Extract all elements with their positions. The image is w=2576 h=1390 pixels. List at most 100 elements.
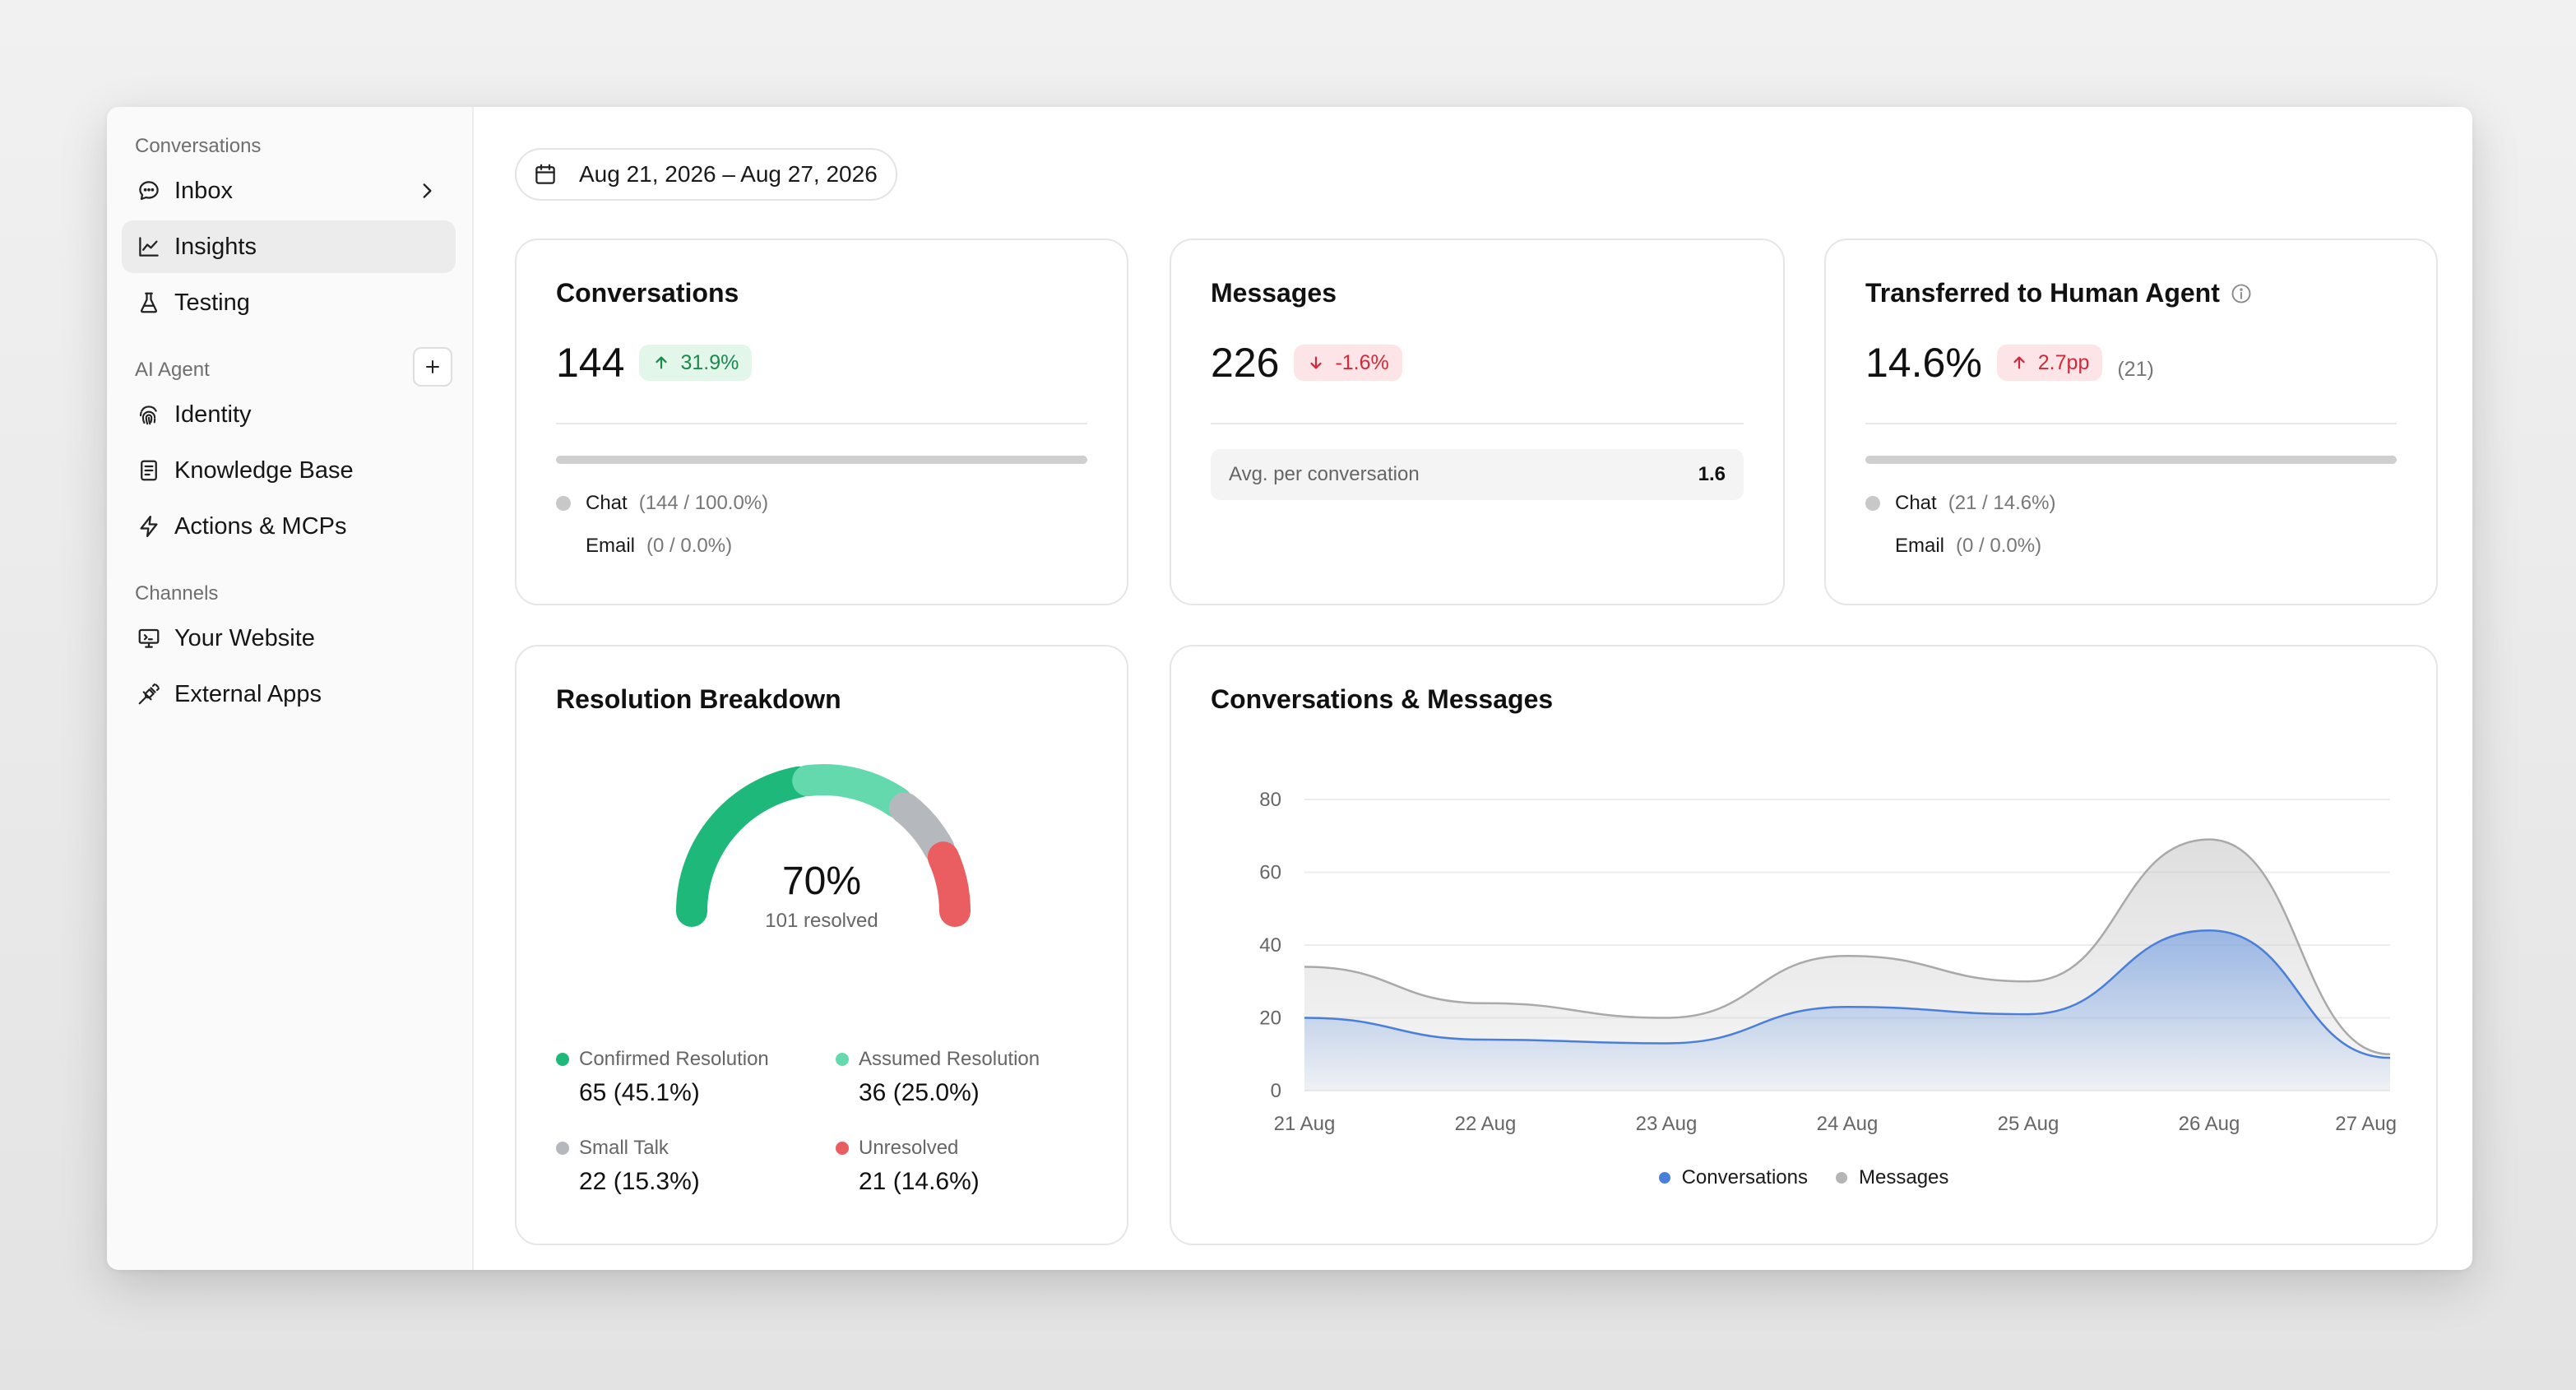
legend-value: 65 (45.1%) — [579, 1079, 700, 1106]
legend-confirmed-resolution: Confirmed Resolution — [556, 1048, 769, 1071]
legend-label: Conversations — [1681, 1166, 1809, 1188]
x-tick-label: 22 Aug — [1455, 1113, 1517, 1135]
channel-row-email: Email (0 / 0.0%) — [1895, 535, 2041, 558]
legend-value: 21 (14.6%) — [859, 1168, 980, 1195]
sidebar-item-label: External Apps — [174, 680, 322, 707]
legend-value: 22 (15.3%) — [579, 1168, 700, 1195]
transferred-card: Transferred to Human Agent 14.6% 2.7pp (… — [1824, 239, 2438, 605]
divider — [1865, 423, 2397, 424]
flask-icon — [135, 289, 163, 317]
series-line-messages — [1304, 838, 2391, 1055]
section-label-channels: Channels — [135, 582, 219, 605]
channel-label: Chat — [1895, 492, 1937, 514]
y-tick-label: 40 — [1259, 934, 1281, 957]
sidebar-item-knowledge-base[interactable]: Knowledge Base — [122, 444, 456, 497]
area-chart: 0 20 40 60 80 21 Aug 22 Aug 23 Aug 24 Aug 25 Aug 2… — [1259, 789, 2397, 1135]
metric-value-row: 226 -1.6% — [1211, 339, 1402, 387]
x-tick-label: 24 Aug — [1817, 1113, 1879, 1135]
legend-dot — [556, 1142, 569, 1155]
delta-value: 2.7pp — [2037, 350, 2090, 374]
x-tick-label: 21 Aug — [1274, 1113, 1336, 1135]
sidebar-item-testing[interactable]: Testing — [122, 276, 456, 329]
transferred-count: (21) — [2117, 358, 2154, 381]
legend-dot — [1865, 496, 1880, 511]
series-line-conversations — [1304, 929, 2391, 1059]
sidebar-item-your-website[interactable]: Your Website — [122, 612, 456, 665]
divider — [556, 423, 1087, 424]
info-icon[interactable] — [2230, 282, 2253, 305]
resolved-count: 101 resolved — [765, 910, 878, 932]
legend-dot — [1836, 1172, 1848, 1184]
add-agent-button[interactable] — [413, 347, 452, 387]
card-title: Messages — [1211, 278, 1337, 308]
sidebar-item-insights[interactable]: Insights — [122, 220, 456, 273]
legend-label: Unresolved — [859, 1137, 959, 1159]
sidebar: Conversations Inbox Insights Testing AI … — [107, 107, 474, 1270]
messages-card: Messages 226 -1.6% Avg. per conversation… — [1170, 239, 1785, 605]
avg-label: Avg. per conversation — [1229, 463, 1420, 485]
channel-row-email: Email (0 / 0.0%) — [586, 535, 732, 558]
date-range-picker[interactable]: Aug 21, 2026 – Aug 27, 2026 — [515, 148, 897, 201]
channel-label: Email — [586, 535, 636, 557]
arrow-up-icon — [656, 356, 668, 369]
metric-value: 226 — [1211, 340, 1280, 386]
channel-row-chat: Chat (144 / 100.0%) — [556, 492, 768, 515]
legend-value: 36 (25.0%) — [859, 1079, 980, 1106]
sidebar-item-identity[interactable]: Identity — [122, 388, 456, 441]
avg-value: 1.6 — [1698, 463, 1726, 485]
lightning-icon — [135, 512, 163, 540]
x-tick-label: 27 Aug — [2335, 1113, 2397, 1135]
legend-label: Assumed Resolution — [859, 1048, 1040, 1070]
sidebar-item-label: Your Website — [174, 624, 315, 651]
sidebar-item-label: Inbox — [174, 177, 233, 204]
conversations-card: Conversations 144 31.9% Chat (144 / 100.… — [515, 239, 1128, 605]
channel-label: Email — [1895, 535, 1945, 557]
plug-icon — [135, 680, 163, 708]
legend-small-talk: Small Talk — [556, 1137, 669, 1160]
legend-item-messages[interactable]: Messages — [1836, 1166, 1948, 1189]
book-icon — [135, 456, 163, 484]
card-title-row: Transferred to Human Agent — [1865, 278, 2253, 308]
monitor-icon — [135, 624, 163, 652]
metric-value-row: 14.6% 2.7pp (21) — [1865, 339, 2154, 387]
chevron-right-icon — [423, 183, 432, 198]
delta-badge: -1.6% — [1294, 345, 1402, 381]
sidebar-item-external-apps[interactable]: External Apps — [122, 668, 456, 720]
x-tick-label: 26 Aug — [2179, 1113, 2240, 1135]
arrow-down-icon — [1310, 356, 1323, 369]
legend-dot — [556, 1053, 569, 1066]
metric-value: 14.6% — [1865, 340, 1982, 386]
plus-icon — [426, 360, 439, 373]
date-range-label: Aug 21, 2026 – Aug 27, 2026 — [579, 161, 878, 187]
delta-value: -1.6% — [1335, 350, 1389, 374]
section-label-ai-agent: AI Agent — [135, 359, 210, 381]
sidebar-item-inbox[interactable]: Inbox — [122, 164, 456, 217]
gauge-segment-unresolved — [927, 841, 971, 927]
sidebar-item-label: Testing — [174, 289, 250, 316]
calendar-icon — [535, 164, 555, 184]
delta-value: 31.9% — [680, 350, 739, 374]
conversations-messages-chart-card: Conversations & Messages 0 20 40 60 80 21 Aug… — [1170, 645, 2438, 1245]
gauge-segment-confirmed-resolution — [676, 766, 815, 927]
section-label-conversations: Conversations — [135, 135, 262, 157]
legend-label: Messages — [1859, 1166, 1949, 1188]
legend-dot — [836, 1053, 849, 1066]
metric-value-row: 144 31.9% — [556, 339, 753, 387]
channel-detail: (144 / 100.0%) — [638, 492, 769, 514]
gauge-segment-assumed-resolution — [792, 764, 914, 818]
sidebar-item-actions[interactable]: Actions & MCPs — [122, 500, 456, 553]
y-tick-label: 20 — [1259, 1008, 1281, 1030]
legend-label: Small Talk — [579, 1137, 669, 1159]
metric-value: 144 — [556, 340, 625, 386]
main-content: Aug 21, 2026 – Aug 27, 2026 Conversation… — [474, 107, 2472, 1270]
channel-detail: (0 / 0.0%) — [646, 535, 733, 557]
legend-item-conversations[interactable]: Conversations — [1658, 1166, 1809, 1189]
sidebar-item-label: Knowledge Base — [174, 456, 354, 484]
channel-row-chat: Chat (21 / 14.6%) — [1865, 492, 2055, 515]
legend-unresolved: Unresolved — [836, 1137, 958, 1160]
gauge-segment-small-talk — [889, 792, 955, 865]
channel-share-bar — [1865, 456, 2397, 464]
channel-label: Chat — [586, 492, 628, 514]
delta-badge: 2.7pp — [1996, 345, 2103, 381]
channel-detail: (0 / 0.0%) — [1956, 535, 2042, 557]
